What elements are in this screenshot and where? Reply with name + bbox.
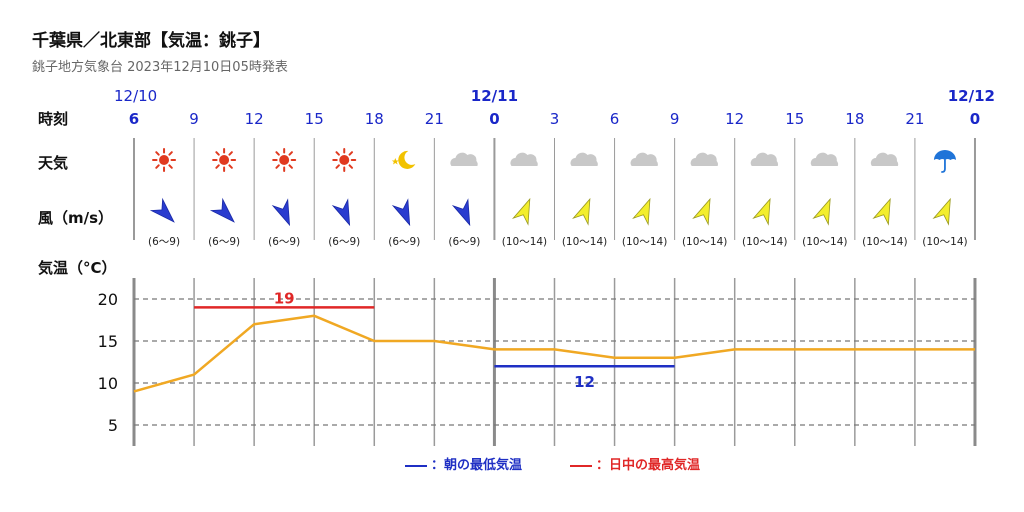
wind-arrow-icon [271, 198, 291, 227]
cloud-icon [690, 152, 718, 166]
wind-speed-label: (6〜9) [448, 236, 480, 248]
legend-min-swatch [405, 464, 427, 467]
cloud-icon [450, 152, 478, 166]
wind-speed-label: (10〜14) [622, 236, 667, 248]
legend-max: ：日中の最高気温 [570, 454, 700, 473]
hour-tick-label: 15 [305, 110, 324, 128]
page-subtitle: 銚子地方気象台 2023年12月10日05時発表 [32, 60, 288, 75]
hour-tick-label: 6 [610, 110, 620, 128]
wind-arrow-icon [331, 198, 351, 227]
hour-tick-label: 21 [905, 110, 924, 128]
wind-speed-label: (6〜9) [388, 236, 420, 248]
sun-icon [272, 148, 297, 172]
moon-icon [391, 150, 416, 169]
min-temp-label: 12 [574, 373, 595, 391]
cloud-icon [570, 152, 598, 166]
hour-tick-label: 9 [189, 110, 199, 128]
cloud-icon [810, 152, 839, 166]
wind-arrow-icon [752, 197, 771, 226]
date-label: 12/11 [471, 87, 518, 105]
max-temp-label: 19 [274, 289, 295, 307]
legend-min: ：朝の最低気温 [405, 454, 522, 473]
wind-arrow-icon [149, 197, 175, 223]
time-row-label: 時刻 [38, 110, 69, 128]
hour-tick-label: 12 [725, 110, 744, 128]
hour-tick-label: 18 [365, 110, 384, 128]
wind-arrow-icon [572, 197, 591, 226]
y-tick-label: 10 [98, 374, 118, 393]
weather-row-label: 天気 [38, 154, 69, 172]
wind-speed-label: (10〜14) [802, 236, 847, 248]
cloud-icon [510, 152, 538, 166]
cloud-icon [870, 152, 899, 166]
cloud-icon [750, 152, 779, 166]
sun-icon [212, 148, 237, 172]
temp-row-label: 気温（°C） [38, 259, 117, 277]
hour-tick-label: 12 [245, 110, 264, 128]
wind-arrow-icon [511, 197, 531, 226]
hour-tick-label: 6 [129, 110, 139, 128]
wind-speed-label: (6〜9) [148, 236, 180, 248]
wind-speed-label: (6〜9) [268, 236, 300, 248]
date-label: 12/12 [948, 87, 995, 105]
wind-speed-label: (10〜14) [862, 236, 907, 248]
hour-tick-label: 0 [970, 110, 980, 128]
y-tick-label: 15 [98, 332, 118, 351]
cloud-icon [630, 152, 658, 166]
wind-speed-label: (10〜14) [562, 236, 607, 248]
wind-speed-label: (10〜14) [742, 236, 787, 248]
legend-min-label: ：朝の最低気温 [431, 458, 523, 473]
hour-tick-label: 21 [425, 110, 444, 128]
wind-arrow-icon [812, 197, 831, 226]
umbrella-icon [933, 150, 956, 173]
wind-speed-label: (6〜9) [328, 236, 360, 248]
wind-arrow-icon [451, 198, 471, 227]
wind-arrow-icon [209, 197, 235, 223]
wind-speed-label: (10〜14) [922, 236, 967, 248]
y-tick-label: 5 [108, 416, 118, 435]
temperature-line [133, 314, 975, 393]
hour-tick-label: 3 [550, 110, 560, 128]
date-label: 12/10 [114, 87, 157, 105]
hour-tick-label: 0 [489, 110, 499, 128]
wind-speed-label: (10〜14) [682, 236, 727, 248]
wind-arrow-icon [391, 198, 411, 227]
hour-tick-label: 9 [670, 110, 680, 128]
y-tick-label: 20 [98, 290, 118, 309]
legend-max-label: ：日中の最高気温 [596, 458, 701, 473]
page-title: 千葉県／北東部【気温：銚子】 [32, 31, 270, 51]
wind-speed-label: (6〜9) [208, 236, 240, 248]
wind-arrow-icon [632, 197, 651, 226]
wind-arrow-icon [692, 197, 711, 226]
hour-tick-label: 15 [785, 110, 804, 128]
hour-tick-label: 18 [845, 110, 864, 128]
wind-row-label: 風（m/s） [38, 209, 114, 227]
wind-arrow-icon [932, 197, 951, 226]
sun-icon [152, 148, 177, 172]
sun-icon [332, 148, 357, 172]
wind-speed-label: (10〜14) [502, 236, 547, 248]
wind-arrow-icon [872, 197, 891, 226]
legend-max-swatch [570, 464, 592, 467]
